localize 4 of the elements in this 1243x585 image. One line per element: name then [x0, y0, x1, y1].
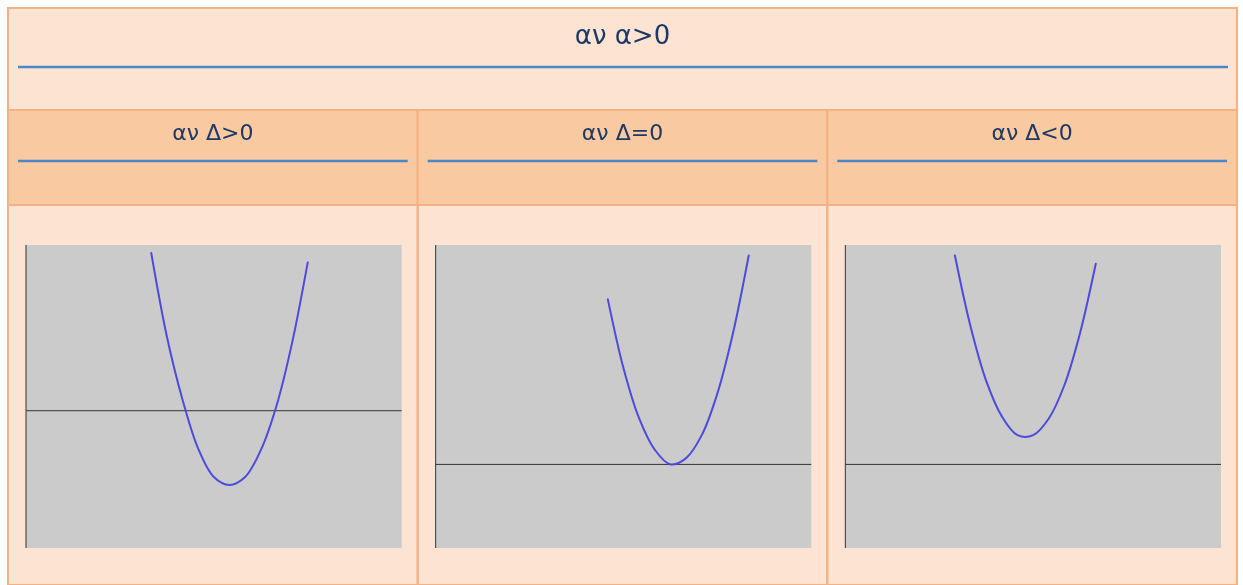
- text: αν α>0: [574, 20, 671, 50]
- chart-title: αν Δ<0: [991, 120, 1073, 145]
- chart-title: αν Δ=0: [581, 120, 664, 145]
- chart-title: αν Δ>0: [172, 120, 254, 145]
